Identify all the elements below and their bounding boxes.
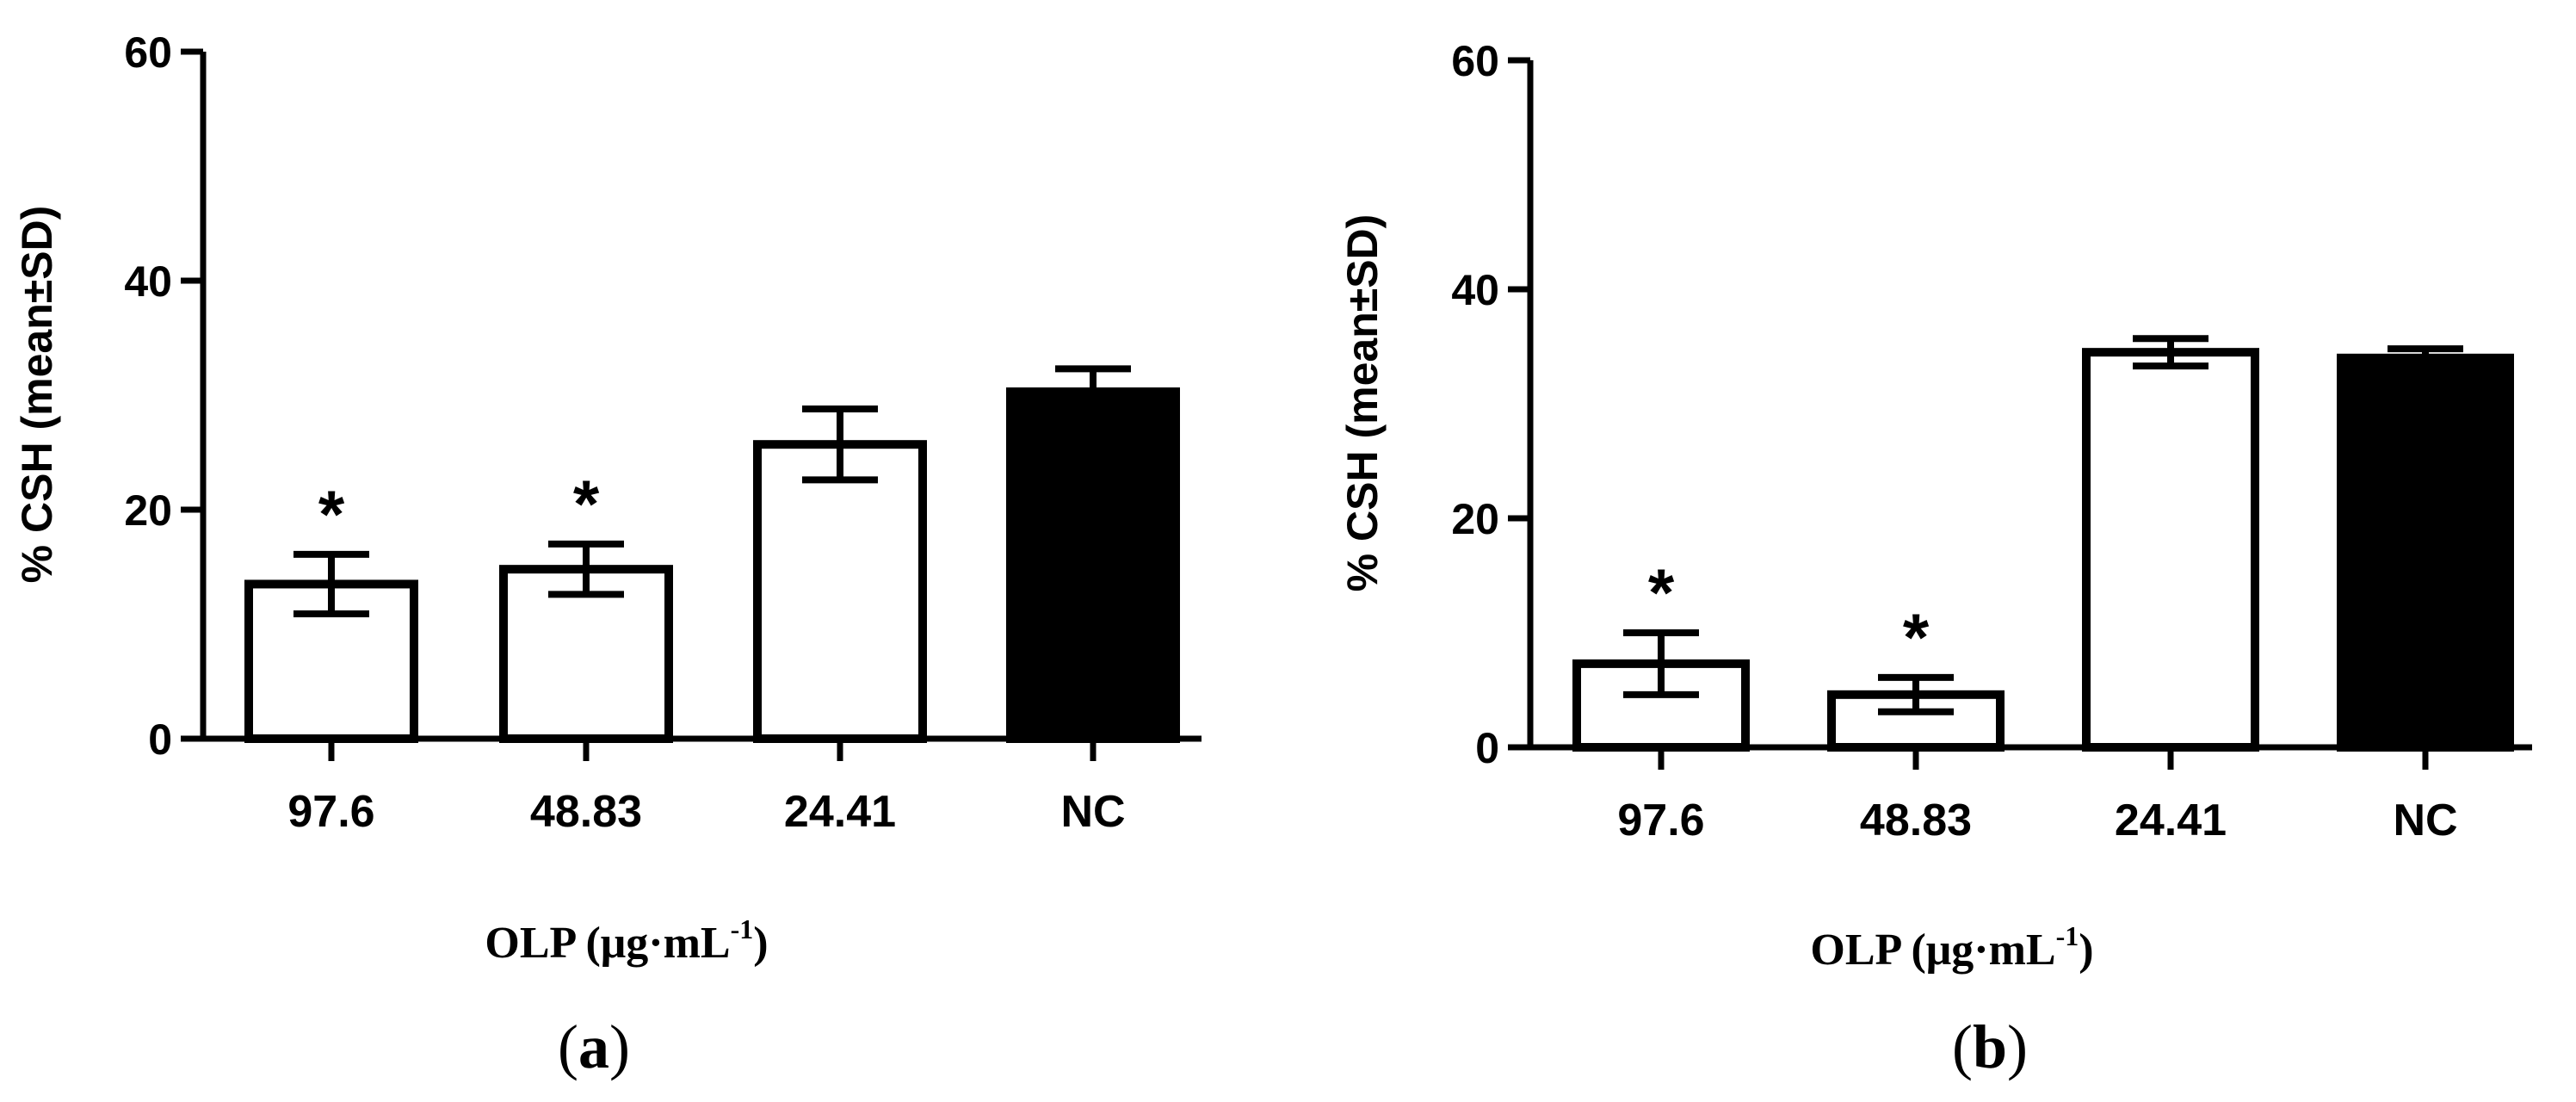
y-tick-label-b-1: 20 <box>1451 495 1499 543</box>
x-tick-label-b-0: 97.6 <box>1617 796 1704 845</box>
y-tick-label-a-3: 60 <box>124 28 172 77</box>
x-axis-label-close-a: ) <box>753 919 768 968</box>
x-axis-label-main-b: OLP (μg·mL <box>1810 926 2055 975</box>
y-tick-label-a-0: 0 <box>148 715 172 764</box>
significance-marker-a-1: * <box>573 466 600 542</box>
y-axis-label-b: % CSH (mean±SD) <box>1338 214 1387 592</box>
x-ticks-b: 97.6 48.83 24.41 NC <box>1617 747 2458 845</box>
y-tick-label-b-2: 40 <box>1451 266 1499 314</box>
bars-a: * * <box>244 365 1180 744</box>
x-tick-label-a-1: 48.83 <box>530 787 642 837</box>
x-tick-label-a-2: 24.41 <box>784 787 896 837</box>
x-axis-label-sup-a: -1 <box>731 913 754 944</box>
panel-letter-b: b <box>1973 1012 2007 1081</box>
bars-b: ** <box>1572 335 2514 752</box>
x-axis-label-a: OLP (μg·mL-1) <box>485 913 768 968</box>
y-tick-label-b-3: 60 <box>1451 37 1499 85</box>
bar-b-3 <box>2337 353 2514 752</box>
panel-label-a: (a) <box>558 1012 630 1081</box>
panel-letter-a: a <box>578 1012 609 1081</box>
y-tick-label-b-0: 0 <box>1475 724 1499 772</box>
x-axis-label-sup-b: -1 <box>2056 920 2079 951</box>
panel-label-b: (b) <box>1952 1012 2028 1081</box>
significance-marker-b-0: * <box>1648 554 1675 630</box>
significance-marker-b-1: * <box>1903 599 1930 675</box>
x-tick-label-a-0: 97.6 <box>287 787 374 837</box>
y-tick-label-a-2: 40 <box>124 257 172 306</box>
x-tick-label-b-3: NC <box>2393 796 2457 845</box>
bar-a-3 <box>1006 387 1180 743</box>
bar-a-2 <box>753 440 927 743</box>
y-ticks-b: 0 20 40 60 <box>1451 37 1530 772</box>
bar-b-2 <box>2082 348 2259 752</box>
significance-marker-a-0: * <box>318 476 345 552</box>
x-tick-label-a-3: NC <box>1060 787 1125 837</box>
x-tick-label-b-2: 24.41 <box>2115 796 2227 845</box>
x-axis-label-close-b: ) <box>2079 926 2093 975</box>
y-ticks-a: 0 20 40 60 <box>124 28 203 764</box>
y-tick-label-a-1: 20 <box>124 486 172 535</box>
x-ticks-a: 97.6 48.83 24.41 NC <box>287 739 1126 837</box>
x-tick-label-b-1: 48.83 <box>1860 796 1972 845</box>
x-axis-label-b: OLP (μg·mL-1) <box>1810 920 2093 975</box>
x-axis-label-main-a: OLP (μg·mL <box>485 919 730 968</box>
y-axis-label-a: % CSH (mean±SD) <box>13 206 61 584</box>
